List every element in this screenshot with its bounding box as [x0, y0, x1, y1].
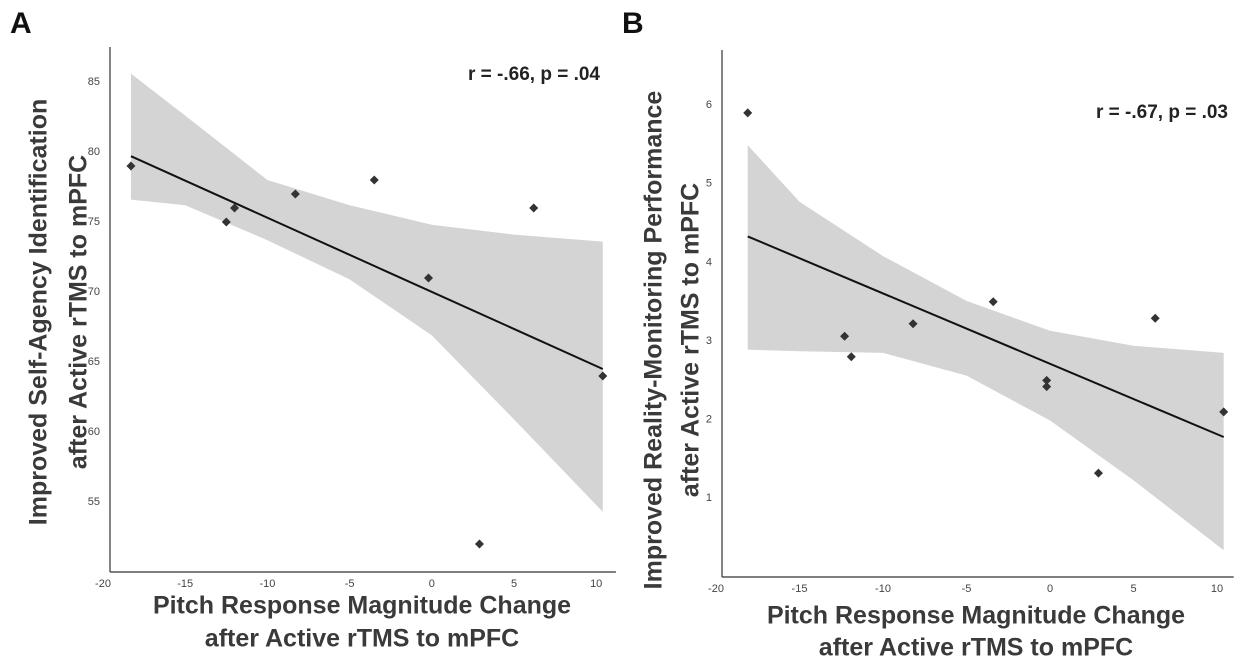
data-point: [369, 175, 379, 185]
data-point: [1150, 313, 1160, 323]
data-point: [424, 273, 434, 283]
data-point: [840, 331, 850, 341]
x-tick-label: -10: [875, 583, 891, 595]
data-point: [908, 319, 918, 329]
x-tick-label: -5: [345, 578, 355, 590]
y-tick-label: 85: [88, 76, 100, 88]
x-tick-label: 0: [1047, 583, 1053, 595]
data-point: [290, 189, 300, 199]
y-axis-title: after Active rTMS to mPFC: [65, 155, 93, 469]
x-tick-label: -20: [708, 583, 724, 595]
y-tick-label: 5: [706, 178, 712, 190]
annotation: r = -.66, p = .04: [468, 64, 600, 85]
data-point: [1219, 407, 1229, 417]
data-point: [474, 539, 484, 549]
data-point: [598, 371, 608, 381]
regression-line: [130, 155, 604, 370]
y-tick-label: 1: [706, 492, 712, 504]
y-axis-title: Improved Self-Agency Identification: [25, 99, 53, 525]
data-point: [230, 203, 240, 213]
y-axis-title: Improved Reality-Monitoring Performance: [640, 91, 668, 590]
data-point: [529, 203, 539, 213]
data-point: [988, 297, 998, 307]
x-tick-label: 5: [1130, 583, 1136, 595]
confidence-band: [747, 145, 1224, 551]
y-tick-label: 60: [88, 426, 100, 438]
x-axis-title: after Active rTMS to mPFC: [819, 634, 1133, 658]
y-tick-label: 55: [88, 496, 100, 508]
data-point: [1093, 468, 1103, 478]
y-tick-label: 4: [706, 256, 712, 268]
x-tick-label: 5: [511, 578, 517, 590]
y-axis-title: after Active rTMS to mPFC: [677, 183, 705, 497]
annotation: r = -.67, p = .03: [1096, 102, 1228, 123]
y-tick-label: 6: [706, 99, 712, 111]
x-tick-label: -10: [259, 578, 275, 590]
y-tick-label: 75: [88, 216, 100, 228]
regression-line: [747, 235, 1225, 438]
data-point: [1042, 375, 1052, 385]
panel-label: A: [10, 7, 32, 40]
x-tick-label: -15: [792, 583, 808, 595]
x-tick-label: 10: [1211, 583, 1223, 595]
x-axis-title: Pitch Response Magnitude Change: [767, 602, 1185, 630]
data-point: [743, 108, 753, 118]
x-tick-label: 10: [590, 578, 602, 590]
panel-label: B: [622, 7, 644, 40]
x-axis-title: after Active rTMS to mPFC: [205, 625, 519, 653]
x-tick-label: -20: [95, 578, 111, 590]
x-tick-label: 0: [429, 578, 435, 590]
confidence-band: [130, 73, 603, 512]
x-tick-label: -5: [962, 583, 972, 595]
data-point: [126, 161, 136, 171]
x-axis-title: Pitch Response Magnitude Change: [153, 592, 571, 620]
data-point: [1042, 382, 1052, 392]
y-tick-label: 3: [706, 335, 712, 347]
y-tick-label: 80: [88, 146, 100, 158]
data-point: [221, 217, 231, 227]
x-tick-label: -15: [177, 578, 193, 590]
y-tick-label: 2: [706, 414, 712, 426]
data-point: [846, 352, 856, 362]
y-tick-label: 70: [88, 286, 100, 298]
y-tick-label: 65: [88, 356, 100, 368]
